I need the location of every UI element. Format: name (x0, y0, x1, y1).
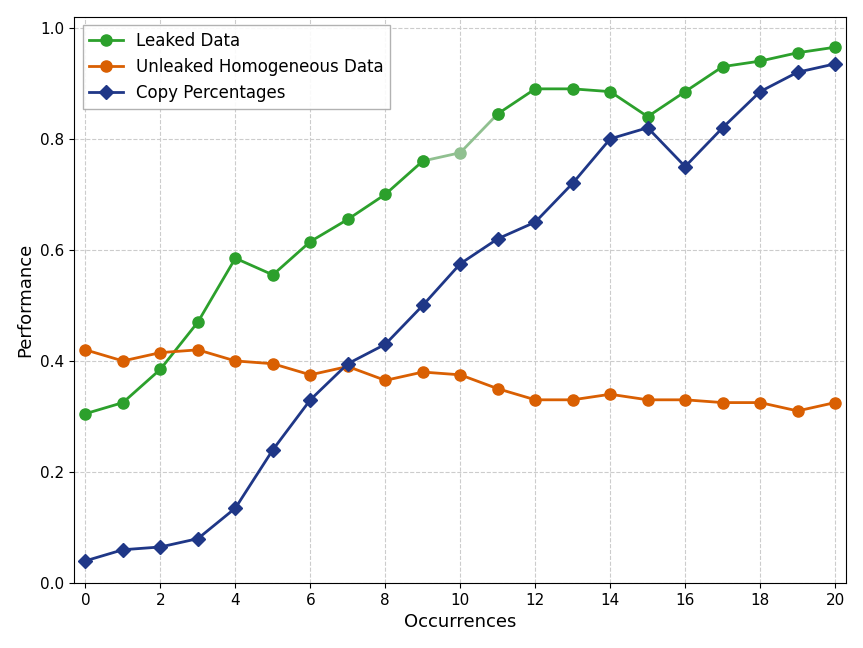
X-axis label: Occurrences: Occurrences (404, 614, 516, 631)
Y-axis label: Performance: Performance (16, 243, 35, 357)
Legend: Leaked Data, Unleaked Homogeneous Data, Copy Percentages: Leaked Data, Unleaked Homogeneous Data, … (83, 25, 390, 109)
